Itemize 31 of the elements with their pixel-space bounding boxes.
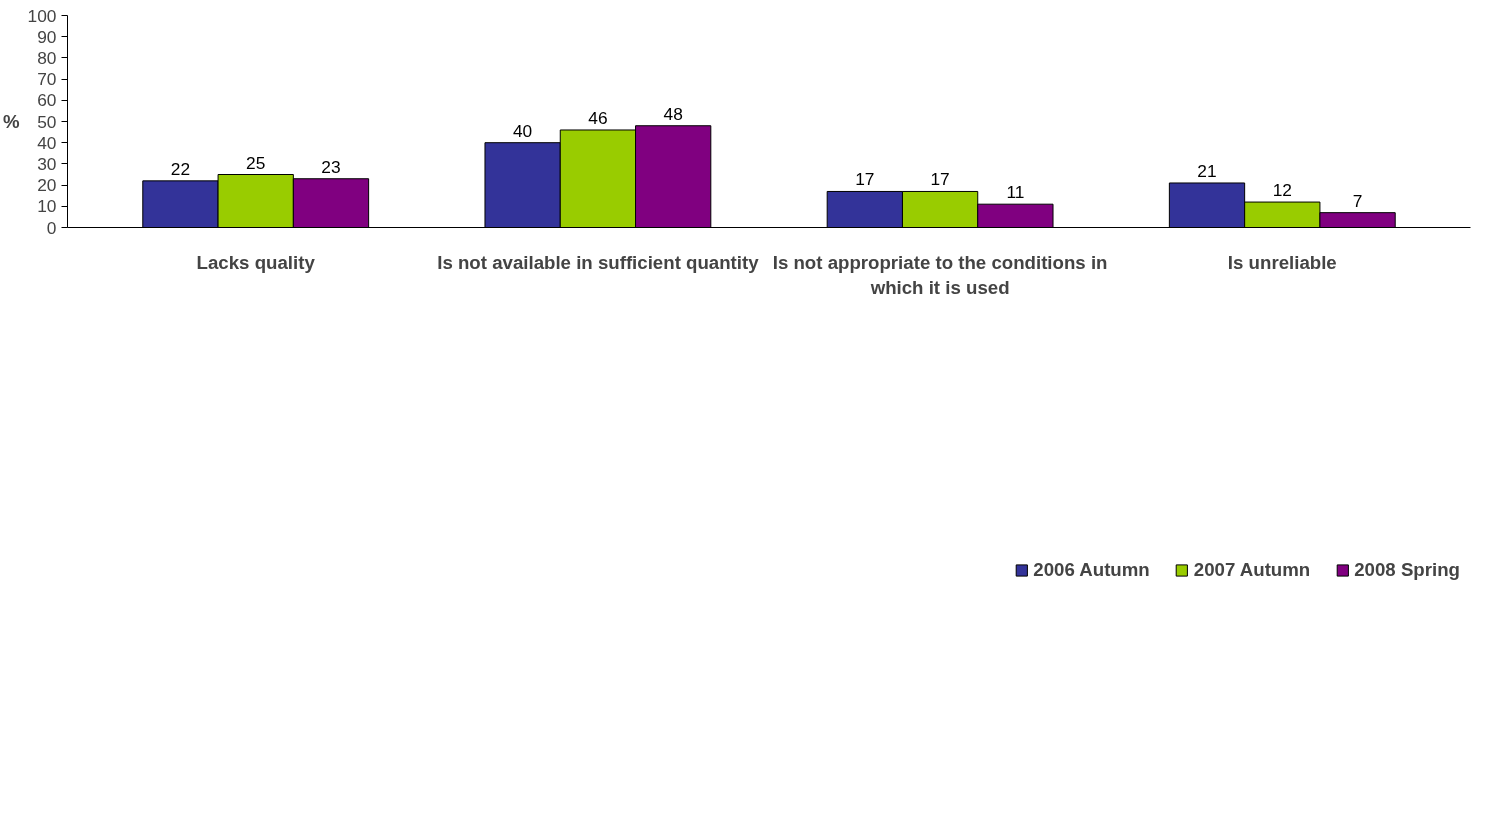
data-label: 11 [1006, 182, 1025, 203]
y-tick-label: 0 [46, 217, 57, 238]
y-axis-title: % [3, 111, 20, 132]
legend-label: 2008 Spring [1354, 559, 1460, 581]
y-tick-label: 90 [37, 26, 57, 47]
data-label: 7 [1352, 190, 1363, 211]
y-tick-label: 40 [37, 132, 57, 153]
y-tick-label: 10 [37, 196, 57, 217]
data-label: 40 [512, 120, 533, 141]
data-label: 25 [246, 152, 266, 173]
x-tick-label: Lacks quality [196, 251, 316, 273]
y-tick-label: 100 [27, 5, 57, 26]
x-tick-label: Is not appropriate to the conditions in which it is used [772, 251, 1108, 298]
y-tick-label: 60 [37, 90, 57, 111]
data-label: 48 [663, 103, 683, 124]
data-label: 21 [1197, 160, 1217, 181]
legend-label: 2006 Autumn [1033, 559, 1150, 581]
data-label: 46 [588, 107, 608, 128]
y-tick-label: 20 [37, 175, 57, 196]
y-tick-label: 70 [37, 69, 57, 90]
data-label: 23 [321, 156, 341, 177]
data-label: 22 [170, 158, 191, 179]
data-label: 12 [1272, 180, 1292, 201]
y-tick-label: 30 [37, 153, 57, 174]
x-tick-label: Is not available in sufficient quantity [437, 251, 760, 273]
x-tick-label: Is unreliable [1227, 251, 1337, 273]
data-label: 17 [930, 169, 950, 190]
y-tick-label: 50 [37, 111, 57, 132]
legend-label: 2007 Autumn [1193, 559, 1311, 581]
data-label: 17 [855, 169, 875, 190]
y-tick-label: 80 [37, 47, 57, 68]
